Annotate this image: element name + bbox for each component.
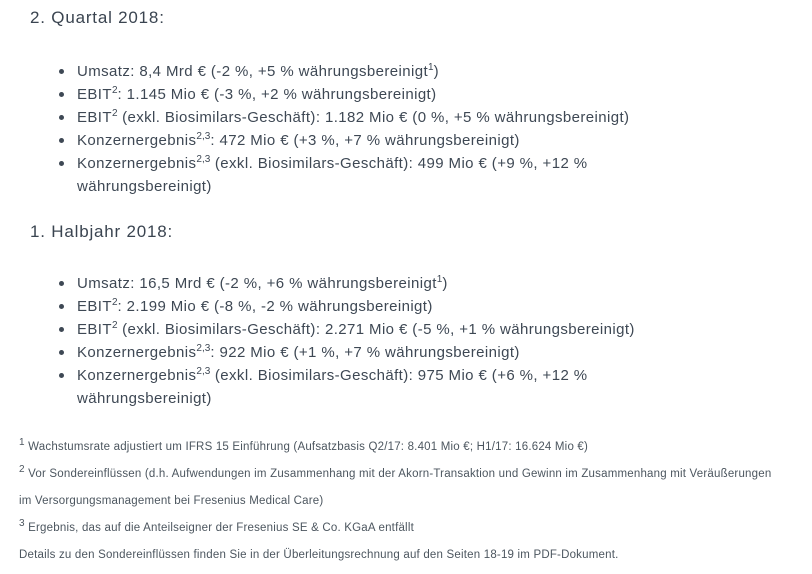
footnote-marker: 2 xyxy=(111,108,118,119)
footnote-marker: 1 xyxy=(428,62,434,73)
footnote-marker: 2 xyxy=(111,297,118,308)
footnote-marker: 2 xyxy=(111,85,118,96)
kpi-item: Umsatz: 8,4 Mrd € (-2 %, +5 % währungsbe… xyxy=(30,60,770,83)
kpi-item: Umsatz: 16,5 Mrd € (-2 %, +6 % währungsb… xyxy=(30,272,770,295)
kpi-item: Konzernergebnis2,3 (exkl. Biosimilars-Ge… xyxy=(30,152,770,198)
footnote-marker: 2,3 xyxy=(196,131,211,142)
section-q2-2018: 2. Quartal 2018: Umsatz: 8,4 Mrd € (-2 %… xyxy=(30,8,812,198)
section-q2-heading: 2. Quartal 2018: xyxy=(30,8,165,27)
footnote-1: 1 Wachstumsrate adjustiert um IFRS 15 Ei… xyxy=(19,437,589,453)
kpi-item: Konzernergebnis2,3 (exkl. Biosimilars-Ge… xyxy=(30,364,770,410)
footnote-3: 3 Ergebnis, das auf die Anteilseigner de… xyxy=(19,518,414,534)
details-note: Details zu den Sondereinflüssen finden S… xyxy=(19,549,619,561)
kpi-item: EBIT2: 1.145 Mio € (-3 %, +2 % währungsb… xyxy=(30,83,770,106)
section-h1-heading: 1. Halbjahr 2018: xyxy=(30,222,174,241)
footnote-2: 2 Vor Sondereinflüssen (d.h. Aufwendunge… xyxy=(19,464,772,507)
footnotes-block: 1 Wachstumsrate adjustiert um IFRS 15 Ei… xyxy=(0,434,812,569)
kpi-item: Konzernergebnis2,3: 472 Mio € (+3 %, +7 … xyxy=(30,129,770,152)
kpi-item: EBIT2: 2.199 Mio € (-8 %, -2 % währungsb… xyxy=(30,295,770,318)
footnote-marker: 2 xyxy=(111,320,118,331)
footnote-marker: 1 xyxy=(436,274,443,285)
footnote-marker: 2,3 xyxy=(196,154,211,165)
kpi-list-h1: Umsatz: 16,5 Mrd € (-2 %, +6 % währungsb… xyxy=(30,272,812,410)
footnote-marker: 2 xyxy=(19,464,25,476)
section-h1-2018: 1. Halbjahr 2018: Umsatz: 16,5 Mrd € (-2… xyxy=(30,222,812,410)
footnote-marker: 2,3 xyxy=(196,366,211,377)
footnote-marker: 3 xyxy=(19,518,25,530)
footnote-marker: 1 xyxy=(19,437,25,449)
kpi-item: EBIT2 (exkl. Biosimilars-Geschäft): 2.27… xyxy=(30,318,770,341)
footnote-marker: 2,3 xyxy=(196,343,211,354)
kpi-list-q2: Umsatz: 8,4 Mrd € (-2 %, +5 % währungsbe… xyxy=(30,60,812,198)
kpi-item: EBIT2 (exkl. Biosimilars-Geschäft): 1.18… xyxy=(30,106,770,129)
kpi-item: Konzernergebnis2,3: 922 Mio € (+1 %, +7 … xyxy=(30,341,770,364)
report-body: 2. Quartal 2018: Umsatz: 8,4 Mrd € (-2 %… xyxy=(0,8,812,410)
